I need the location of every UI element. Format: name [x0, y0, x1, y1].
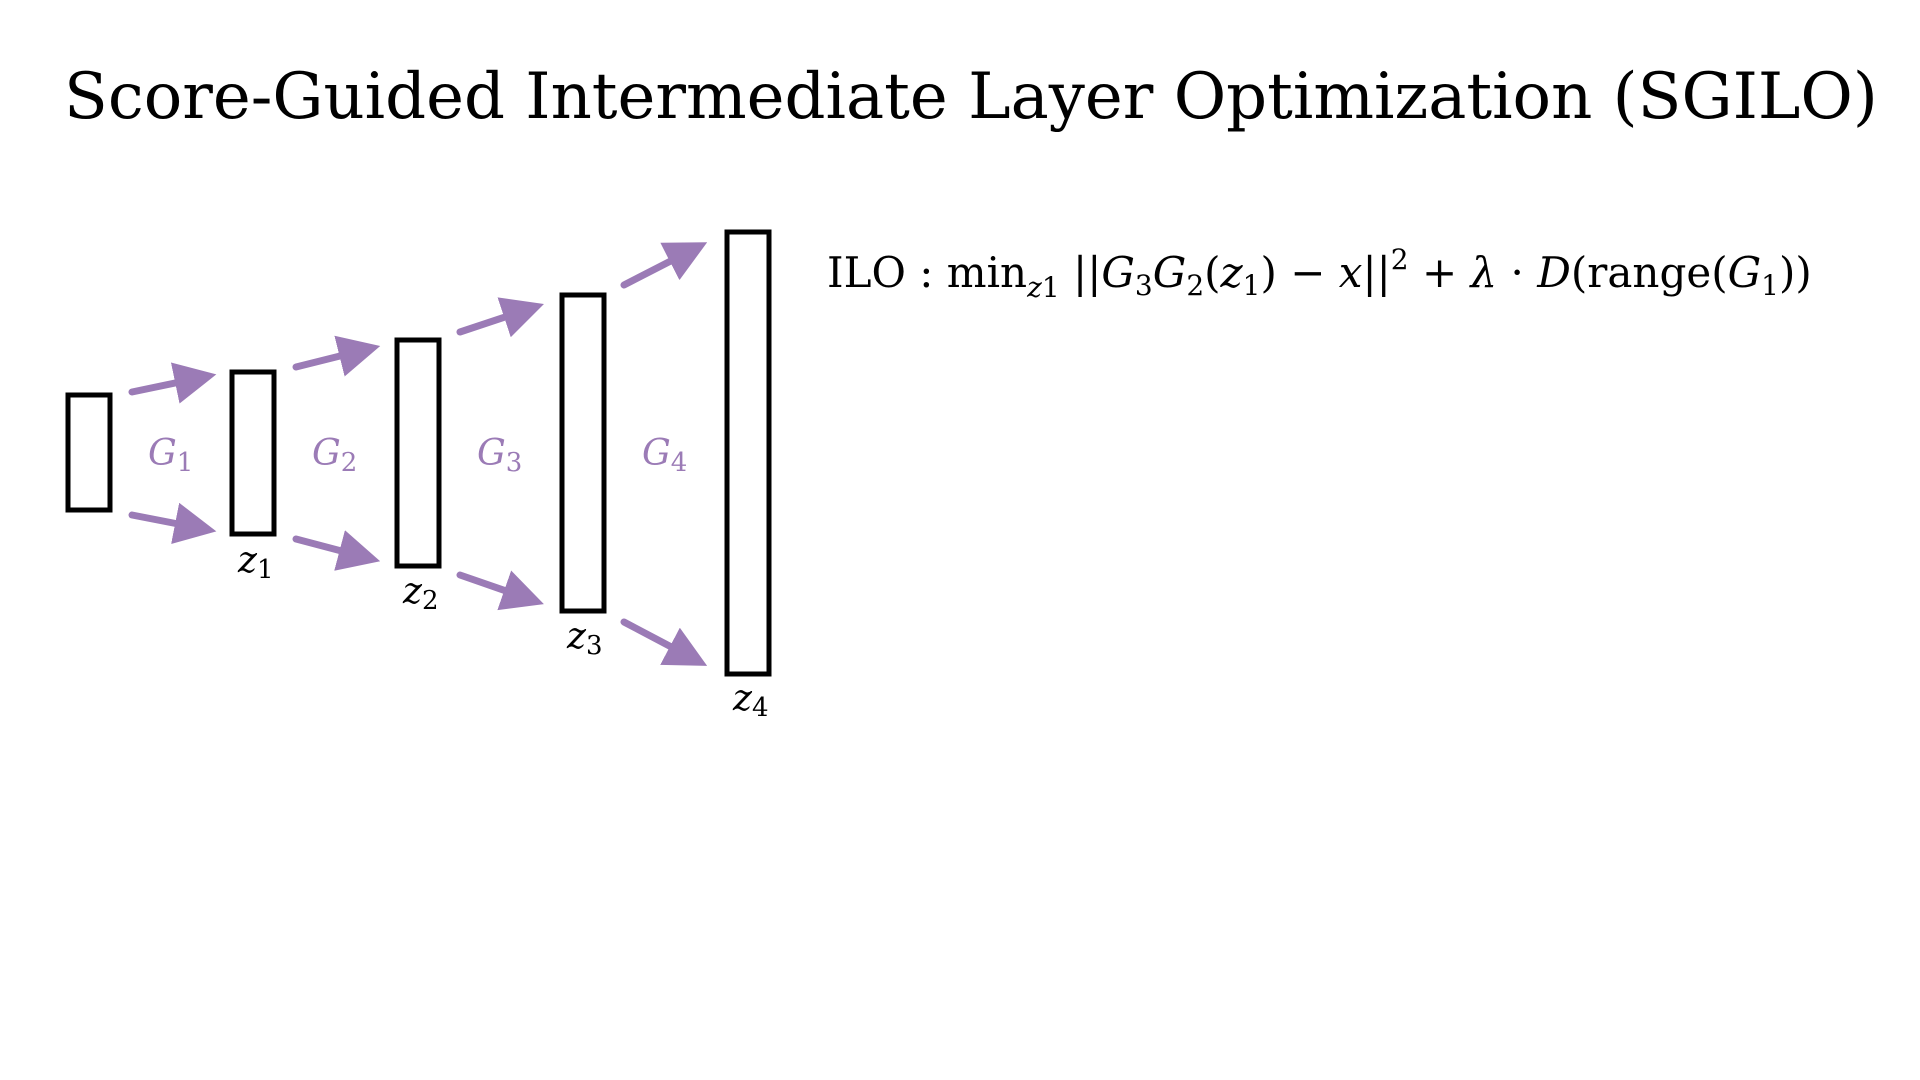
- z4-box: [724, 229, 772, 677]
- z1-label: z1: [237, 540, 274, 585]
- g4-label: G4: [642, 433, 687, 478]
- g2-upper-arrow: [292, 335, 381, 377]
- z2-label: z2: [402, 571, 439, 616]
- g2-lower-arrow: [292, 530, 381, 571]
- g2-label: G2: [312, 433, 357, 478]
- z4-label: z4: [732, 678, 769, 723]
- z3-box: [559, 292, 607, 614]
- g3-label: G3: [477, 433, 522, 478]
- g1-lower-arrow: [128, 502, 217, 545]
- g4-lower-arrow: [620, 618, 708, 666]
- slide-title: Score-Guided Intermediate Layer Optimiza…: [64, 60, 1878, 134]
- g3-upper-arrow: [456, 297, 544, 338]
- input-latent-box: [65, 392, 113, 513]
- g1-label: G1: [148, 433, 193, 478]
- z2-box: [394, 337, 442, 569]
- z1-box: [229, 369, 277, 537]
- g4-upper-arrow: [620, 242, 708, 289]
- z3-label: z3: [566, 616, 603, 661]
- ilo-formula: ILO : minz1 ||G3G2(z1) − x||2 + λ · D(ra…: [827, 243, 1812, 304]
- g1-upper-arrow: [128, 362, 217, 404]
- g3-lower-arrow: [456, 570, 544, 611]
